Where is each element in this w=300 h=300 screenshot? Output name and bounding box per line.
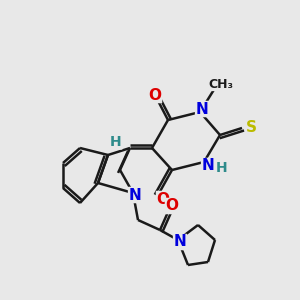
- Text: S: S: [245, 121, 256, 136]
- Text: N: N: [196, 101, 208, 116]
- Text: O: O: [157, 191, 169, 206]
- Text: O: O: [166, 199, 178, 214]
- Text: O: O: [148, 88, 161, 103]
- Text: N: N: [202, 158, 214, 173]
- Text: N: N: [174, 235, 186, 250]
- Text: H: H: [110, 135, 122, 149]
- Text: H: H: [216, 161, 228, 175]
- Text: CH₃: CH₃: [208, 77, 233, 91]
- Text: N: N: [129, 188, 141, 202]
